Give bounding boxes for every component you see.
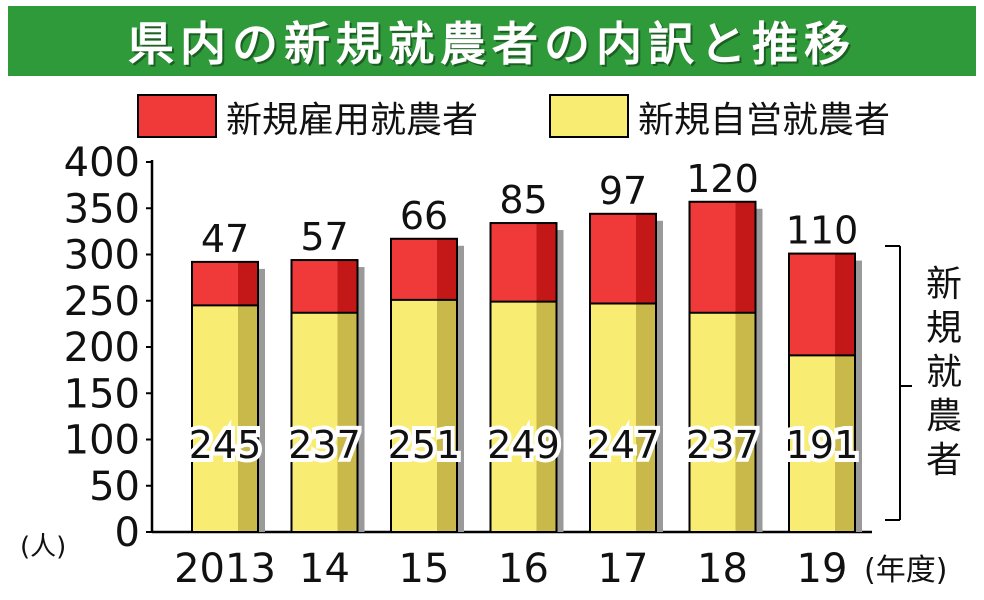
bar-self-side <box>636 303 656 532</box>
bar-self-side <box>735 312 756 532</box>
data-label-employment: 47 <box>201 217 249 261</box>
y-tick-label: 400 <box>64 140 140 186</box>
bar-employment-side <box>636 213 656 304</box>
x-tick-label: 16 <box>498 546 549 592</box>
bar-shadow <box>755 208 763 532</box>
bar-shadow <box>457 245 464 532</box>
bar-employment-side <box>536 223 557 302</box>
legend-swatch-employment <box>137 94 217 138</box>
bar-shadow <box>656 220 663 533</box>
x-axis-ticks: 2013 14 15 16 17 18 19 <box>174 546 847 592</box>
data-label-employment: 85 <box>499 178 547 222</box>
data-label-self: 191 <box>786 423 859 467</box>
y-tick-label: 50 <box>89 464 140 510</box>
bar-outline <box>390 237 458 533</box>
y-tick-label: 350 <box>64 186 140 232</box>
bar-shadow <box>556 230 564 533</box>
x-tick-label: 2013 <box>174 546 276 592</box>
x-tick-label: 19 <box>797 546 848 592</box>
bar-employment-side <box>238 261 258 306</box>
bracket-label-text: 新規就農者 <box>926 264 962 481</box>
legend-swatch-self <box>549 94 629 138</box>
data-label-employment: 97 <box>599 169 647 213</box>
data-label-self: 251 <box>388 423 461 467</box>
x-tick-label: 15 <box>399 546 450 592</box>
bar-outline <box>589 212 657 534</box>
bar-outline <box>788 252 856 533</box>
bars: 47 245 57 237 66 251 85 249 97 247 120 237 110 191 <box>185 157 862 534</box>
data-label-employment: 66 <box>400 194 448 238</box>
data-label-employment: 120 <box>686 157 759 201</box>
data-label-self: 249 <box>487 423 560 467</box>
y-tick-label: 0 <box>115 510 140 556</box>
bar-shadow <box>855 260 862 532</box>
data-label-self: 237 <box>288 423 361 467</box>
chart-title: 県内の新規就農者の内訳と推移 <box>128 17 856 71</box>
title-bar: 県内の新規就農者の内訳と推移 <box>8 6 976 76</box>
data-label-employment: 110 <box>786 209 859 253</box>
y-tick-label: 300 <box>64 233 140 279</box>
bar-outline <box>191 260 259 533</box>
total-bracket <box>885 245 912 521</box>
bracket-label: 新規就農者 <box>926 264 962 481</box>
x-unit-label: (年度) <box>864 553 947 588</box>
x-tick-label: 14 <box>299 546 350 592</box>
y-tick-label: 250 <box>64 279 140 325</box>
data-label-self: 247 <box>587 423 660 467</box>
y-tick-label: 150 <box>64 371 140 417</box>
bar-shadow <box>258 268 265 532</box>
bar-self-side <box>536 301 557 532</box>
data-label-self: 245 <box>189 423 262 467</box>
x-tick-label: 17 <box>598 546 649 592</box>
bar-self-side <box>437 299 457 532</box>
x-tick-label: 18 <box>697 546 748 592</box>
bar-outline <box>489 222 558 534</box>
bar-self-side <box>238 305 258 532</box>
bar-employment-side <box>735 201 756 313</box>
bar-employment-side <box>337 260 358 313</box>
bar-outline <box>688 200 757 533</box>
y-unit-label: (人) <box>20 532 66 562</box>
bar-outline <box>290 259 359 533</box>
legend-label-employment: 新規雇用就農者 <box>226 100 478 141</box>
legend: 新規雇用就農者 新規自営就農者 <box>137 94 890 141</box>
bar-self-side <box>337 312 358 532</box>
data-label-employment: 57 <box>300 215 348 259</box>
y-tick-label: 200 <box>64 325 140 371</box>
bar-employment-side <box>835 253 855 356</box>
y-tick-label: 100 <box>64 418 140 464</box>
data-label-self: 237 <box>686 423 759 467</box>
legend-label-self: 新規自営就農者 <box>638 100 890 141</box>
bar-employment-side <box>437 238 457 300</box>
bar-shadow <box>357 267 365 532</box>
bar-self-side <box>835 355 855 532</box>
